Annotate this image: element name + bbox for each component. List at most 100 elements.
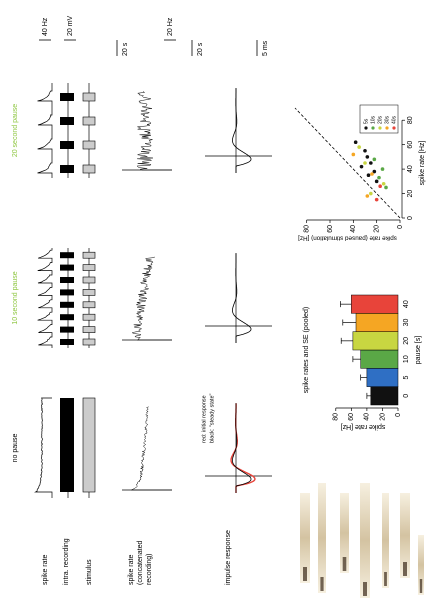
annotation: black: "steady state"	[209, 393, 215, 443]
recording-block	[60, 326, 74, 333]
recording-block	[60, 277, 74, 283]
row-label: (concatenated	[137, 541, 144, 585]
recording-block	[60, 398, 74, 492]
recording-block	[60, 314, 74, 321]
stimulus-block	[82, 338, 96, 346]
legend-label: 20s	[377, 115, 383, 124]
scale-label: 20 mV	[67, 15, 74, 36]
spike-rate-trace	[37, 83, 53, 178]
spike-rate-trace	[37, 248, 53, 348]
y-tick-label: 60	[327, 225, 334, 233]
photo-dark	[342, 557, 347, 571]
stimulus-block	[82, 92, 96, 102]
recording-block	[60, 141, 74, 149]
column-title: no pause	[12, 433, 19, 462]
recording-block	[60, 252, 74, 259]
legend-swatch	[385, 126, 389, 130]
x-tick-label: 10	[403, 355, 410, 363]
impulse-curve	[232, 253, 252, 343]
x-tick-label: 80	[407, 116, 414, 124]
scale-label: 20 s	[197, 42, 204, 56]
scatter-point	[369, 161, 373, 165]
x-axis-label: pause [s]	[415, 336, 422, 364]
x-tick-label: 20	[407, 190, 414, 198]
recording-block	[60, 289, 74, 296]
recording-block	[60, 339, 74, 345]
photo-dark	[384, 572, 387, 586]
photo-stripe	[418, 535, 424, 595]
scatter-point	[365, 194, 370, 198]
bar	[355, 313, 399, 332]
concatenated-trace	[131, 406, 172, 491]
photo-dark	[403, 562, 407, 576]
photo-stripe	[382, 493, 389, 588]
scatter-point	[353, 140, 358, 145]
row-label: recording)	[146, 553, 153, 585]
y-tick-label: 40	[350, 225, 357, 233]
y-tick-label: 20	[374, 225, 381, 233]
x-tick-label: 60	[407, 141, 414, 149]
recording-block	[60, 301, 74, 308]
scatter-point	[369, 191, 373, 196]
scale-label: 20 Hz	[167, 17, 174, 36]
annotation: red: initial response	[201, 395, 207, 443]
photo-stripe	[318, 483, 326, 593]
spike-rate-trace	[34, 397, 53, 498]
legend-label: 5s	[363, 118, 369, 124]
bar	[352, 331, 399, 351]
stimulus-block	[82, 140, 96, 150]
x-tick-label: 0	[403, 394, 410, 398]
legend-swatch	[392, 126, 396, 130]
y-tick-label: 0	[395, 413, 402, 417]
photo-dark	[303, 567, 307, 581]
legend-box	[359, 104, 399, 134]
photo-stripe	[300, 493, 310, 583]
row-label: intra. recording	[63, 538, 70, 585]
scatter-point	[372, 169, 377, 174]
scale-label: 20 s	[122, 42, 129, 56]
row-label: stimulus	[86, 559, 93, 585]
scale-label: 40 Hz	[42, 17, 49, 36]
stimulus-block	[82, 313, 96, 321]
scatter-point	[384, 185, 388, 190]
scatter-point	[357, 145, 361, 149]
scatter-point	[363, 161, 367, 165]
stimulus-block	[82, 276, 96, 284]
row-label: spike rate	[128, 555, 135, 585]
stimulus-block	[82, 116, 96, 126]
x-tick-label: 20	[403, 337, 410, 345]
photo-stripe	[400, 493, 410, 578]
y-tick-label: 60	[348, 413, 355, 421]
legend-swatch	[364, 126, 368, 130]
row-label: impulse response	[225, 530, 232, 585]
y-tick-label: 80	[333, 413, 340, 421]
scatter-point	[372, 157, 377, 162]
bar	[351, 294, 399, 314]
scatter-point	[370, 172, 374, 176]
scatter-point	[351, 152, 356, 157]
y-tick-label: 80	[304, 225, 311, 233]
scatter-point	[363, 148, 367, 153]
scatter-point	[359, 164, 364, 169]
impulse-curve	[232, 403, 252, 493]
chart-title: spike rates and SE (pooled)	[303, 307, 310, 393]
x-tick-label: 5	[403, 375, 410, 379]
stimulus-block	[82, 301, 96, 309]
scatter-point	[378, 184, 382, 189]
row-label: spike rate	[42, 555, 49, 585]
photo-dark	[363, 582, 367, 596]
stimulus-block	[82, 164, 96, 174]
legend-label: 10s	[370, 115, 376, 124]
bar	[366, 368, 399, 387]
x-tick-label: 0	[407, 216, 414, 220]
stimulus-block	[82, 251, 96, 259]
legend-swatch	[371, 126, 375, 130]
photo-stripe	[360, 483, 370, 598]
stimulus-block	[82, 326, 96, 333]
concatenated-trace	[136, 91, 172, 171]
y-tick-label: 0	[397, 225, 404, 229]
legend-swatch	[378, 126, 382, 130]
x-tick-label: 40	[407, 165, 414, 173]
photo-stripe	[340, 493, 349, 573]
recording-block	[60, 165, 74, 173]
